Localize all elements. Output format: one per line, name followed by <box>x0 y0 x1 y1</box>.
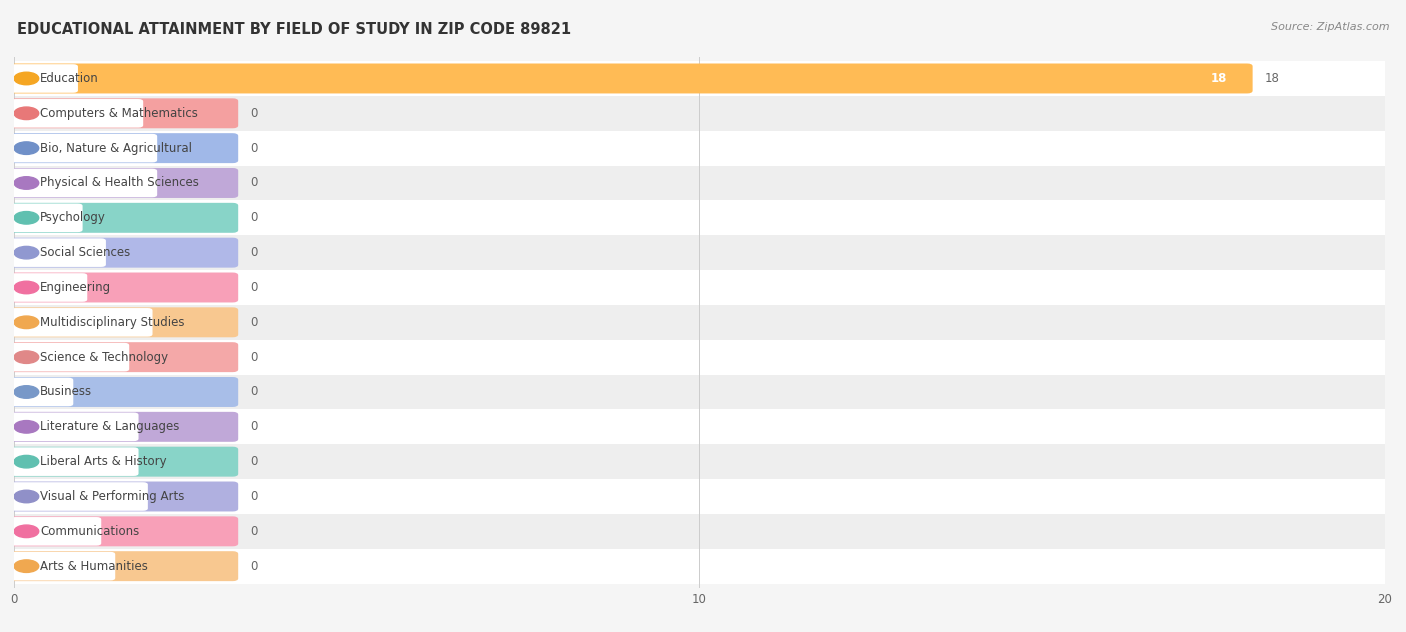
FancyBboxPatch shape <box>11 447 139 476</box>
FancyBboxPatch shape <box>11 99 143 128</box>
FancyBboxPatch shape <box>10 551 238 581</box>
FancyBboxPatch shape <box>10 238 238 267</box>
Text: 0: 0 <box>250 560 257 573</box>
Circle shape <box>14 246 39 259</box>
FancyBboxPatch shape <box>10 133 238 163</box>
Bar <box>14 96 1385 131</box>
Text: Arts & Humanities: Arts & Humanities <box>41 560 148 573</box>
Bar <box>14 166 1385 200</box>
Text: Liberal Arts & History: Liberal Arts & History <box>41 455 167 468</box>
FancyBboxPatch shape <box>10 516 238 546</box>
Text: Source: ZipAtlas.com: Source: ZipAtlas.com <box>1271 22 1389 32</box>
Circle shape <box>14 456 39 468</box>
Circle shape <box>14 490 39 503</box>
Text: 0: 0 <box>250 107 257 120</box>
Text: EDUCATIONAL ATTAINMENT BY FIELD OF STUDY IN ZIP CODE 89821: EDUCATIONAL ATTAINMENT BY FIELD OF STUDY… <box>17 22 571 37</box>
Text: Psychology: Psychology <box>41 211 105 224</box>
FancyBboxPatch shape <box>11 169 157 197</box>
Text: 18: 18 <box>1265 72 1279 85</box>
Bar <box>14 410 1385 444</box>
FancyBboxPatch shape <box>10 482 238 511</box>
Bar <box>14 305 1385 340</box>
FancyBboxPatch shape <box>11 552 115 580</box>
Bar <box>14 549 1385 583</box>
Text: Multidisciplinary Studies: Multidisciplinary Studies <box>41 316 184 329</box>
Text: 18: 18 <box>1211 72 1227 85</box>
Circle shape <box>14 212 39 224</box>
FancyBboxPatch shape <box>11 343 129 372</box>
Bar <box>14 340 1385 375</box>
FancyBboxPatch shape <box>10 168 238 198</box>
FancyBboxPatch shape <box>11 238 105 267</box>
Circle shape <box>14 351 39 363</box>
Circle shape <box>14 420 39 433</box>
Text: 0: 0 <box>250 176 257 190</box>
Text: Computers & Mathematics: Computers & Mathematics <box>41 107 198 120</box>
Text: Education: Education <box>41 72 98 85</box>
Bar <box>14 235 1385 270</box>
FancyBboxPatch shape <box>11 273 87 301</box>
Text: 0: 0 <box>250 455 257 468</box>
FancyBboxPatch shape <box>11 64 77 93</box>
FancyBboxPatch shape <box>10 63 1253 94</box>
Text: Science & Technology: Science & Technology <box>41 351 169 363</box>
Bar <box>14 514 1385 549</box>
FancyBboxPatch shape <box>10 412 238 442</box>
Circle shape <box>14 177 39 189</box>
Text: 0: 0 <box>250 316 257 329</box>
Text: Communications: Communications <box>41 525 139 538</box>
FancyBboxPatch shape <box>10 307 238 337</box>
Text: 0: 0 <box>250 246 257 259</box>
Bar <box>14 61 1385 96</box>
FancyBboxPatch shape <box>11 204 83 232</box>
Circle shape <box>14 142 39 154</box>
FancyBboxPatch shape <box>11 134 157 162</box>
Circle shape <box>14 560 39 573</box>
Text: Social Sciences: Social Sciences <box>41 246 131 259</box>
Text: Visual & Performing Arts: Visual & Performing Arts <box>41 490 184 503</box>
Bar <box>14 479 1385 514</box>
Text: Business: Business <box>41 386 93 399</box>
Circle shape <box>14 525 39 538</box>
FancyBboxPatch shape <box>11 413 139 441</box>
Bar <box>14 200 1385 235</box>
Bar <box>14 270 1385 305</box>
FancyBboxPatch shape <box>10 272 238 303</box>
Text: 0: 0 <box>250 211 257 224</box>
FancyBboxPatch shape <box>11 517 101 545</box>
Circle shape <box>14 72 39 85</box>
Text: Literature & Languages: Literature & Languages <box>41 420 180 434</box>
FancyBboxPatch shape <box>11 308 152 337</box>
FancyBboxPatch shape <box>10 377 238 407</box>
Text: Engineering: Engineering <box>41 281 111 294</box>
FancyBboxPatch shape <box>11 482 148 511</box>
Circle shape <box>14 281 39 294</box>
Circle shape <box>14 107 39 119</box>
Text: 0: 0 <box>250 420 257 434</box>
Text: 0: 0 <box>250 351 257 363</box>
Circle shape <box>14 386 39 398</box>
Bar <box>14 444 1385 479</box>
FancyBboxPatch shape <box>10 342 238 372</box>
Text: 0: 0 <box>250 490 257 503</box>
FancyBboxPatch shape <box>10 447 238 477</box>
Bar <box>14 375 1385 410</box>
Text: 0: 0 <box>250 386 257 399</box>
Text: Bio, Nature & Agricultural: Bio, Nature & Agricultural <box>41 142 193 155</box>
Text: 0: 0 <box>250 281 257 294</box>
FancyBboxPatch shape <box>11 378 73 406</box>
FancyBboxPatch shape <box>10 99 238 128</box>
Circle shape <box>14 316 39 329</box>
Text: 0: 0 <box>250 142 257 155</box>
Text: Physical & Health Sciences: Physical & Health Sciences <box>41 176 200 190</box>
Text: 0: 0 <box>250 525 257 538</box>
FancyBboxPatch shape <box>10 203 238 233</box>
Bar <box>14 131 1385 166</box>
